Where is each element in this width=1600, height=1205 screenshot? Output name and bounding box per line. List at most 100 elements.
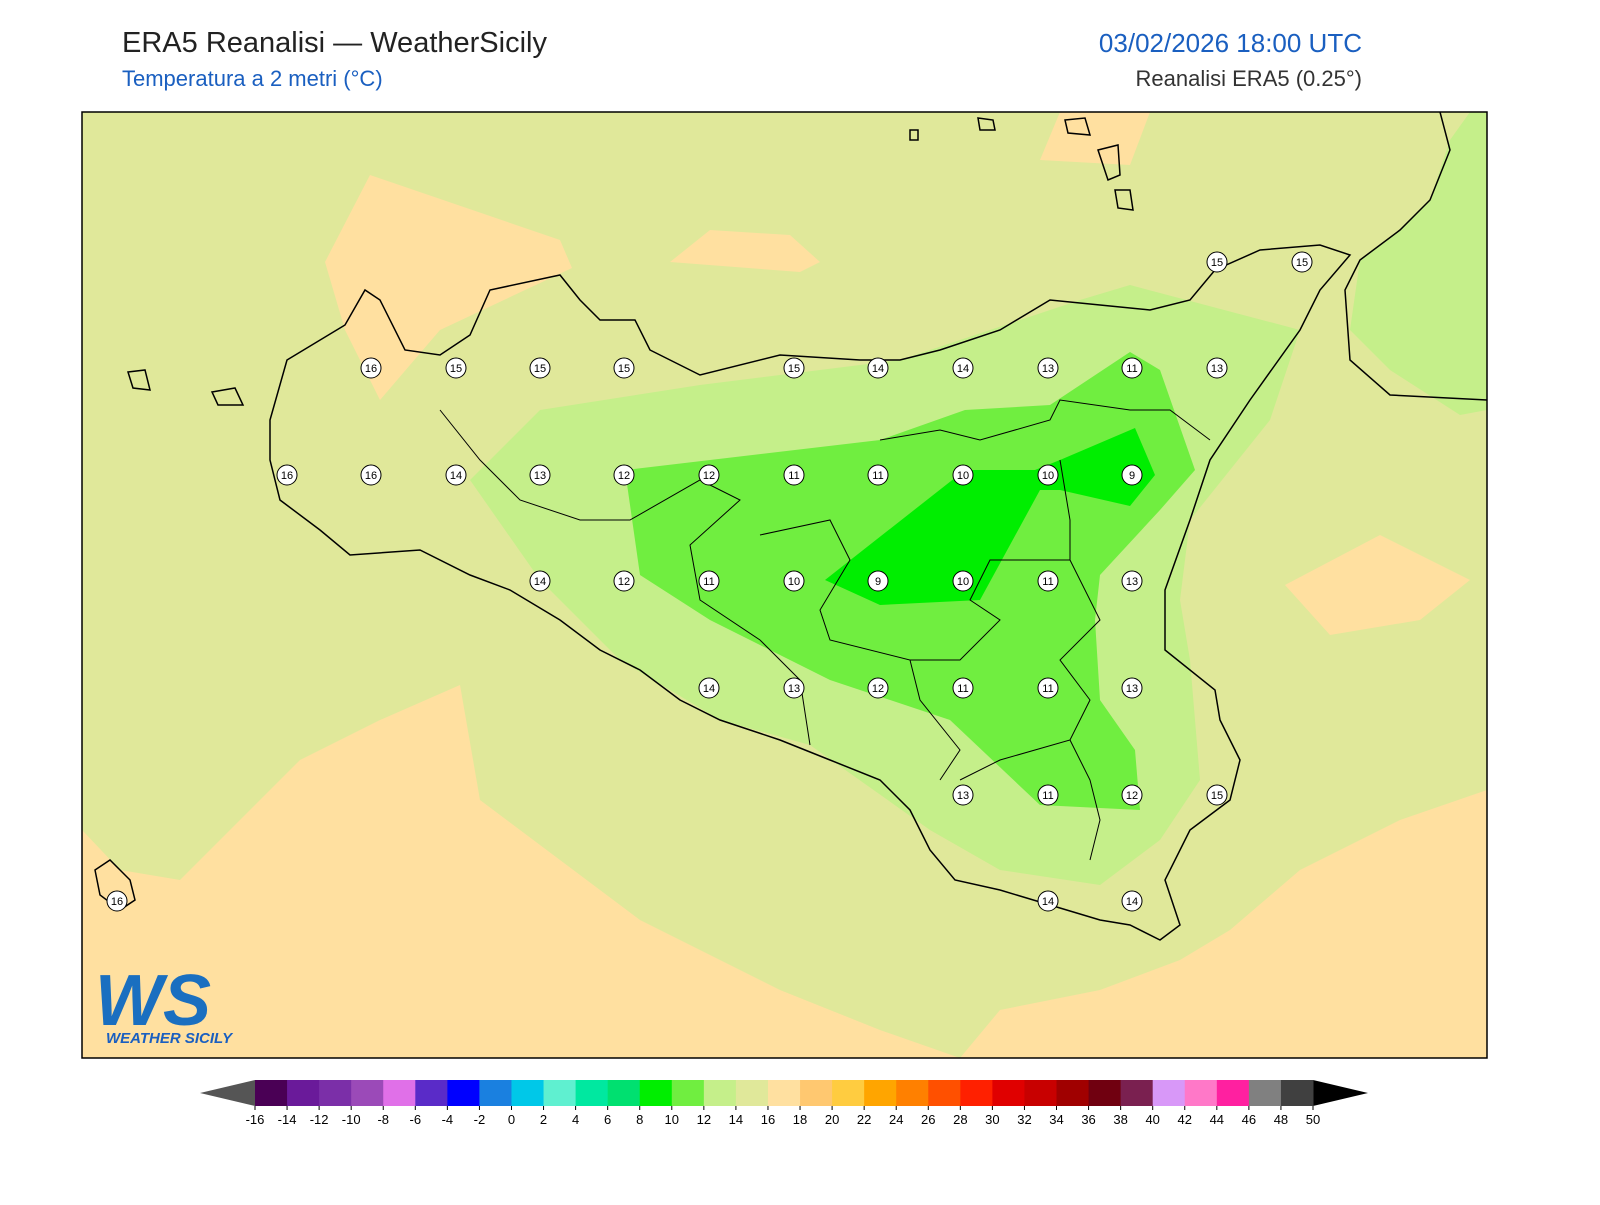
contour-10 bbox=[825, 428, 1155, 605]
colorbar-segment bbox=[479, 1080, 512, 1106]
logo: WS WEATHER SICILY bbox=[95, 961, 234, 1047]
station-marker bbox=[952, 677, 974, 699]
station: 15 bbox=[445, 357, 467, 379]
station: 10 bbox=[952, 464, 974, 486]
contour-16 bbox=[1285, 535, 1470, 635]
station-marker bbox=[106, 890, 128, 912]
station-marker bbox=[1037, 784, 1059, 806]
station-marker bbox=[613, 464, 635, 486]
station-marker bbox=[529, 464, 551, 486]
colorbar-over bbox=[1313, 1080, 1368, 1106]
station: 15 bbox=[529, 357, 551, 379]
colorbar-segment bbox=[896, 1080, 929, 1106]
colorbar-segment bbox=[383, 1080, 416, 1106]
contour-16 bbox=[1040, 112, 1150, 165]
station-marker bbox=[1121, 570, 1143, 592]
station: 11 bbox=[698, 570, 720, 592]
station: 14 bbox=[529, 570, 551, 592]
station-value: 15 bbox=[450, 363, 462, 375]
station-marker bbox=[1206, 251, 1228, 273]
station: 11 bbox=[783, 464, 805, 486]
colorbar-segment bbox=[1280, 1080, 1314, 1106]
station-value: 12 bbox=[703, 470, 715, 482]
station: 15 bbox=[1206, 784, 1228, 806]
colorbar-segment bbox=[287, 1080, 320, 1106]
colorbar-segment bbox=[960, 1080, 993, 1106]
station: 11 bbox=[952, 677, 974, 699]
station: 16 bbox=[276, 464, 298, 486]
station-value: 14 bbox=[703, 683, 715, 695]
colorbar-label: 36 bbox=[1081, 1112, 1095, 1127]
colorbar-segment bbox=[735, 1080, 769, 1106]
station: 13 bbox=[529, 464, 551, 486]
colorbar-label: 48 bbox=[1274, 1112, 1288, 1127]
station-value: 14 bbox=[534, 576, 546, 588]
station-value: 12 bbox=[1126, 790, 1138, 802]
colorbar-segment bbox=[1056, 1080, 1090, 1106]
subtitle: Temperatura a 2 metri (°C) bbox=[122, 66, 383, 91]
station-value: 13 bbox=[957, 790, 969, 802]
colorbar-segment bbox=[1120, 1080, 1154, 1106]
station-value: 15 bbox=[1211, 790, 1223, 802]
station: 13 bbox=[1206, 357, 1228, 379]
station-value: 11 bbox=[1126, 363, 1137, 375]
colorbar-segment bbox=[447, 1080, 480, 1106]
station-marker bbox=[360, 464, 382, 486]
colorbar-label: 30 bbox=[985, 1112, 999, 1127]
station: 14 bbox=[1037, 890, 1059, 912]
station: 12 bbox=[698, 464, 720, 486]
colorbar-segment bbox=[671, 1080, 705, 1106]
colorbar-label: 50 bbox=[1306, 1112, 1320, 1127]
station: 12 bbox=[613, 570, 635, 592]
station-value: 16 bbox=[365, 470, 377, 482]
station-marker bbox=[1206, 784, 1228, 806]
colorbar-segment bbox=[800, 1080, 833, 1106]
colorbar-label: 46 bbox=[1242, 1112, 1256, 1127]
station-value: 13 bbox=[1126, 576, 1138, 588]
colorbar-label: -8 bbox=[377, 1112, 389, 1127]
station: 11 bbox=[1037, 784, 1059, 806]
station: 14 bbox=[1121, 890, 1143, 912]
station-value: 14 bbox=[1126, 896, 1138, 908]
station-value: 11 bbox=[788, 470, 799, 482]
colorbar-label: 34 bbox=[1049, 1112, 1063, 1127]
station: 15 bbox=[783, 357, 805, 379]
station: 13 bbox=[1037, 357, 1059, 379]
station: 14 bbox=[698, 677, 720, 699]
coastline bbox=[269, 244, 1352, 941]
colorbar-label: 12 bbox=[697, 1112, 711, 1127]
station-marker bbox=[698, 464, 720, 486]
colorbar-segment bbox=[543, 1080, 577, 1106]
station-marker bbox=[1206, 357, 1228, 379]
station-value: 15 bbox=[1211, 257, 1223, 269]
station-value: 12 bbox=[618, 576, 630, 588]
station-marker bbox=[445, 357, 467, 379]
station-marker bbox=[698, 570, 720, 592]
station-value: 13 bbox=[1042, 363, 1054, 375]
station-marker bbox=[1037, 464, 1059, 486]
colorbar-label: 22 bbox=[857, 1112, 871, 1127]
colorbar-label: 18 bbox=[793, 1112, 807, 1127]
station-value: 10 bbox=[788, 576, 800, 588]
station: 10 bbox=[783, 570, 805, 592]
colorbar-segment bbox=[767, 1080, 801, 1106]
station-marker bbox=[529, 570, 551, 592]
colorbar-label: 44 bbox=[1210, 1112, 1224, 1127]
map-frame bbox=[81, 111, 1488, 1059]
colorbar-segment bbox=[1088, 1080, 1122, 1106]
station-value: 15 bbox=[534, 363, 546, 375]
station: 13 bbox=[952, 784, 974, 806]
station-value: 10 bbox=[957, 576, 969, 588]
station-marker bbox=[783, 677, 805, 699]
station: 16 bbox=[106, 890, 128, 912]
source: Reanalisi ERA5 (0.25°) bbox=[1136, 66, 1362, 91]
colorbar-label: 16 bbox=[761, 1112, 775, 1127]
station: 15 bbox=[1291, 251, 1313, 273]
station-value: 11 bbox=[872, 470, 883, 482]
station-value: 10 bbox=[1042, 470, 1054, 482]
station: 16 bbox=[360, 464, 382, 486]
station-marker bbox=[952, 570, 974, 592]
colorbar-label: -12 bbox=[310, 1112, 329, 1127]
station-value: 13 bbox=[1126, 683, 1138, 695]
